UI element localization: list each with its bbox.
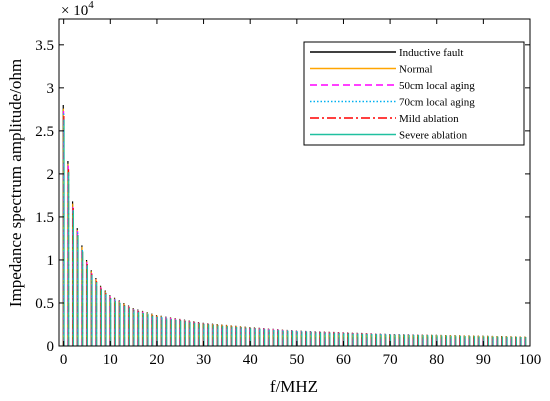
y-tick-label: 2: [47, 167, 55, 183]
x-tick-label: 70: [383, 352, 398, 368]
x-tick-label: 80: [429, 352, 444, 368]
x-tick-label: 100: [519, 352, 542, 368]
x-tick-label: 20: [149, 352, 164, 368]
legend-entry: Severe ablation: [399, 130, 468, 142]
y-tick-label: 1: [47, 253, 55, 269]
series-severe-ablation: [63, 119, 527, 346]
x-tick-label: 60: [336, 352, 351, 368]
x-tick-label: 40: [243, 352, 258, 368]
x-tick-label: 50: [289, 352, 304, 368]
legend-entry: Normal: [399, 64, 433, 76]
x-tick-label: 10: [103, 352, 118, 368]
legend-box: [303, 41, 525, 146]
x-tick-label: 30: [196, 352, 211, 368]
legend-entry: Inductive fault: [399, 47, 463, 59]
x-axis-label: f/MHZ: [270, 377, 318, 396]
y-tick-label: 3.5: [35, 38, 54, 54]
y-tick-label: 2.5: [35, 124, 54, 140]
y-tick-label: 0: [47, 339, 55, 355]
y-tick-label: 0.5: [35, 296, 54, 312]
series-marks: [62, 105, 527, 346]
y-tick-label: 1.5: [35, 210, 54, 226]
legend-entry: 70cm local aging: [399, 97, 475, 109]
legend-entry: 50cm local aging: [399, 80, 475, 92]
y-axis-ticks: 0 0.5 1 1.5 2 2.5 3 3.5: [35, 38, 530, 355]
y-multiplier-exponent: 4: [88, 0, 94, 11]
y-multiplier-base: × 10: [61, 3, 88, 19]
x-tick-label: 90: [476, 352, 491, 368]
y-tick-label: 3: [47, 81, 55, 97]
x-axis-ticks: 0 10 20 30 40 50 60 70 80 90 100: [60, 19, 541, 368]
plot-frame: [58, 18, 531, 347]
legend-entry: Mild ablation: [399, 113, 459, 125]
x-tick-label: 0: [60, 352, 68, 368]
y-axis-label: Impedance spectrum amplitude/ohm: [6, 59, 25, 307]
y-multiplier: × 104: [61, 0, 94, 19]
series-spikes: [63, 119, 527, 346]
legend: Inductive fault Normal 50cm local aging 70c…: [303, 41, 525, 146]
